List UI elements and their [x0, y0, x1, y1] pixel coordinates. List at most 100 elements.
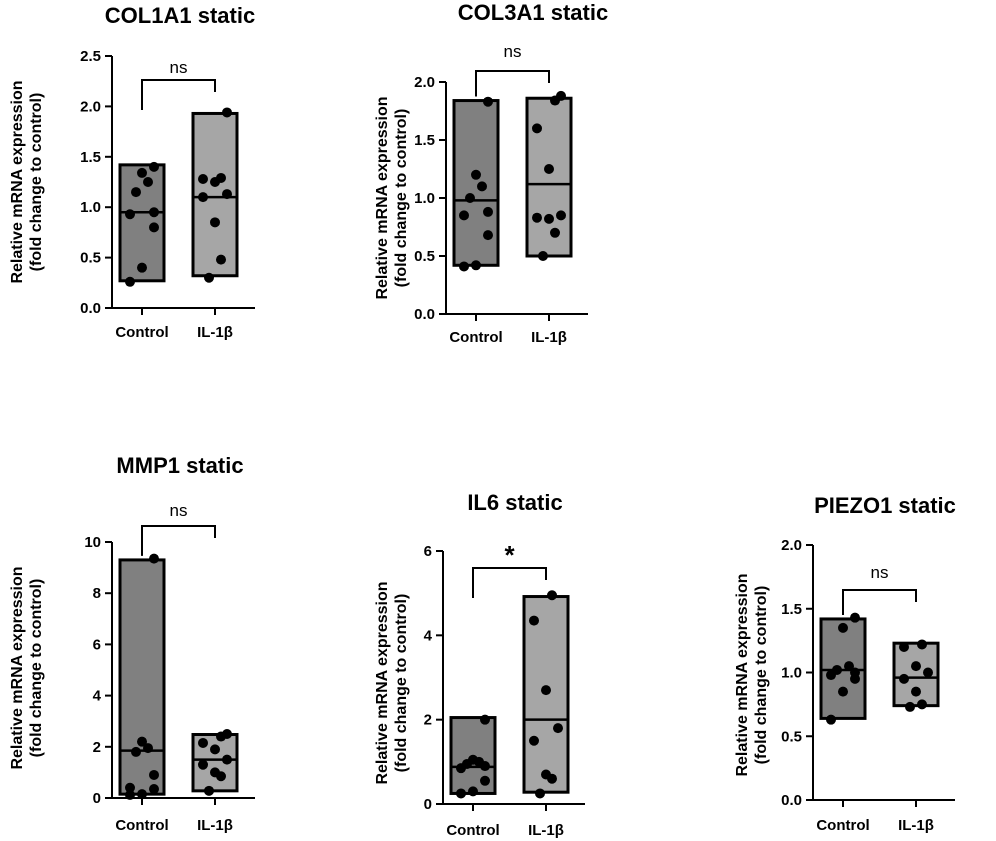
y-tick-label: 2	[93, 739, 101, 756]
significance-label: ns	[170, 501, 188, 520]
y-tick-label: 6	[93, 636, 101, 653]
y-tick-label: 8	[93, 585, 101, 602]
data-point	[204, 272, 214, 283]
chart-title: COL1A1 static	[105, 3, 255, 28]
significance-bracket	[475, 70, 550, 97]
category-label-il1b: IL-1β	[197, 817, 233, 834]
chart-title: IL6 static	[467, 490, 562, 515]
y-axis-label-line-2: (fold change to control)	[393, 109, 410, 288]
data-point	[844, 661, 854, 672]
y-tick-label: 4	[93, 688, 102, 705]
data-point	[131, 746, 141, 757]
y-axis-label-line-2: (fold change to control)	[393, 594, 410, 773]
y-axis-label-line-1: Relative mRNA expression	[734, 573, 751, 776]
y-axis-label-line-1: Relative mRNA expression	[374, 581, 391, 784]
data-point	[905, 701, 915, 712]
y-axis-label: Relative mRNA expression (fold change to …	[374, 581, 410, 784]
data-point	[137, 789, 147, 800]
data-point	[222, 189, 232, 200]
chart-title: COL3A1 static	[458, 0, 608, 25]
chart-panel-3: MMP1 static Relative mRNA expression (fold…	[9, 453, 255, 834]
y-tick-label: 2	[424, 712, 432, 729]
significance-label: ns	[504, 42, 522, 61]
y-tick-label: 1.5	[781, 601, 802, 618]
data-point	[529, 615, 539, 626]
y-tick-label: 2.0	[414, 74, 435, 91]
data-point	[477, 181, 487, 192]
data-point	[131, 187, 141, 198]
chart-title: PIEZO1 static	[814, 493, 956, 518]
chart-panel-2: COL3A1 static Relative mRNA expression (fo…	[374, 0, 608, 346]
y-tick-label: 0.0	[80, 300, 101, 317]
category-label-il1b: IL-1β	[898, 817, 934, 834]
y-tick-label: 1.0	[414, 190, 435, 207]
data-point	[468, 786, 478, 797]
significance-bracket	[141, 525, 216, 556]
data-point	[149, 161, 159, 172]
data-point	[541, 769, 551, 780]
data-point	[125, 789, 135, 800]
data-point	[459, 210, 469, 221]
y-tick-label: 0.0	[781, 792, 802, 809]
data-point	[838, 686, 848, 697]
category-label-il1b: IL-1β	[197, 324, 233, 341]
data-point	[465, 193, 475, 203]
data-point	[483, 96, 493, 107]
y-axis-label-line-1: Relative mRNA expression	[9, 80, 26, 283]
y-tick-label: 0.5	[80, 250, 101, 267]
data-point	[149, 784, 159, 795]
data-point	[556, 90, 566, 101]
category-label-il1b: IL-1β	[531, 329, 567, 346]
data-point	[149, 207, 159, 218]
y-axis-label: Relative mRNA expression (fold change to …	[9, 80, 45, 283]
y-axis-label: Relative mRNA expression (fold change to …	[374, 96, 410, 299]
y-tick-label: 0	[93, 790, 101, 807]
y-tick-label: 1.5	[414, 132, 435, 149]
category-label-control: Control	[115, 817, 168, 834]
data-point	[198, 737, 208, 748]
data-point	[480, 714, 490, 725]
category-label-il1b: IL-1β	[528, 822, 564, 839]
data-point	[137, 736, 147, 747]
data-point	[535, 788, 545, 799]
data-point	[143, 177, 153, 187]
data-point	[149, 769, 159, 780]
data-point	[832, 664, 842, 675]
data-point	[541, 685, 551, 696]
data-point	[850, 667, 860, 678]
data-point	[556, 210, 566, 221]
data-point	[149, 222, 159, 233]
data-point	[459, 261, 469, 272]
data-point	[483, 230, 493, 241]
data-point	[137, 262, 147, 273]
category-label-control: Control	[449, 329, 502, 346]
y-tick-label: 2.0	[80, 98, 101, 115]
y-axis-label: Relative mRNA expression (fold change to …	[734, 573, 770, 776]
chart-title: MMP1 static	[116, 453, 243, 478]
data-point	[838, 622, 848, 633]
y-tick-label: 2.5	[80, 48, 101, 65]
data-point	[532, 212, 542, 223]
y-tick-label: 0.5	[781, 728, 802, 745]
data-point	[198, 173, 208, 184]
data-point	[204, 785, 214, 796]
data-point	[917, 639, 927, 650]
y-tick-label: 0.5	[414, 248, 435, 265]
box-il1b	[525, 96, 573, 258]
box-control	[819, 617, 867, 720]
data-point	[143, 743, 153, 754]
data-point	[456, 788, 466, 799]
data-point	[125, 276, 135, 287]
box-control	[118, 558, 166, 796]
y-tick-label: 1.0	[80, 199, 101, 216]
y-tick-label: 6	[424, 543, 432, 560]
significance-label: ns	[170, 58, 188, 77]
data-point	[544, 164, 554, 174]
chart-panel-1: COL1A1 static Relative mRNA expression (fo…	[9, 3, 255, 341]
significance-label: ns	[871, 563, 889, 582]
chart-panel-4: IL6 static Relative mRNA expression (fold …	[374, 490, 585, 839]
data-point	[911, 686, 921, 697]
data-point	[137, 167, 147, 178]
y-axis-label-line-1: Relative mRNA expression	[9, 566, 26, 769]
